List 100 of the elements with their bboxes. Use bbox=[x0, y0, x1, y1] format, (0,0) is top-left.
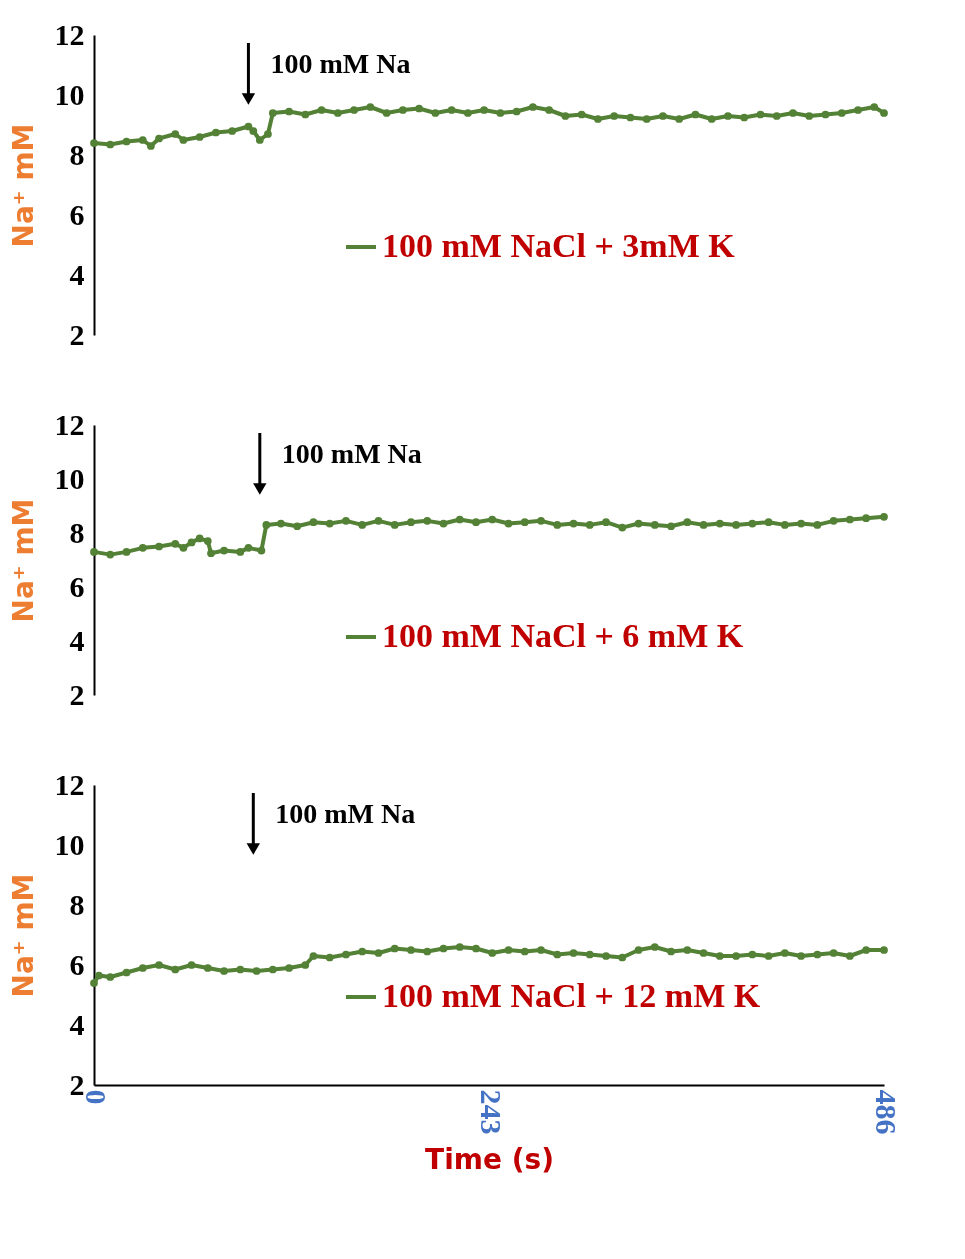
point bbox=[748, 950, 757, 959]
point bbox=[520, 518, 529, 527]
point bbox=[106, 973, 115, 981]
point bbox=[155, 961, 163, 969]
legend-label: 100 mM NaCl + 3mM K bbox=[382, 227, 736, 264]
point bbox=[249, 127, 258, 135]
point bbox=[358, 947, 367, 956]
point bbox=[683, 518, 692, 527]
y-tick-label: 4 bbox=[69, 623, 85, 657]
point bbox=[512, 107, 521, 116]
point bbox=[333, 109, 342, 117]
point bbox=[569, 519, 578, 528]
point bbox=[309, 518, 318, 527]
point bbox=[732, 521, 740, 529]
y-tick-label: 12 bbox=[54, 767, 85, 801]
point bbox=[423, 516, 432, 525]
point bbox=[301, 110, 310, 119]
point bbox=[268, 965, 277, 974]
point bbox=[488, 515, 497, 524]
point bbox=[797, 952, 805, 960]
point bbox=[845, 515, 854, 524]
point bbox=[529, 103, 537, 111]
point bbox=[195, 534, 204, 543]
point bbox=[244, 543, 253, 552]
point bbox=[577, 110, 586, 119]
ref-line-label: 100 mM Na bbox=[270, 48, 411, 79]
point bbox=[106, 140, 115, 149]
point bbox=[90, 979, 98, 987]
point bbox=[667, 522, 675, 531]
y-tick-label: 6 bbox=[69, 947, 85, 981]
point bbox=[675, 115, 684, 123]
legend-label: 100 mM NaCl + 12 mM K bbox=[382, 977, 761, 1014]
point bbox=[212, 128, 220, 137]
point bbox=[837, 109, 846, 117]
point bbox=[195, 133, 204, 141]
point bbox=[650, 943, 659, 951]
point bbox=[207, 549, 215, 558]
point bbox=[325, 519, 334, 528]
point bbox=[780, 521, 789, 529]
point bbox=[431, 109, 440, 117]
point bbox=[398, 106, 407, 114]
x-tick-label: 243 bbox=[474, 1089, 508, 1135]
point bbox=[764, 518, 773, 527]
point bbox=[829, 516, 838, 525]
point bbox=[618, 523, 627, 532]
point bbox=[748, 519, 757, 528]
point bbox=[585, 521, 594, 529]
point bbox=[342, 950, 350, 959]
point bbox=[277, 519, 285, 528]
point bbox=[650, 521, 659, 529]
point bbox=[585, 950, 594, 959]
point bbox=[155, 134, 163, 143]
point bbox=[504, 519, 513, 528]
point bbox=[772, 112, 781, 120]
point bbox=[390, 521, 399, 529]
point bbox=[553, 521, 562, 529]
point bbox=[171, 539, 180, 548]
point bbox=[610, 112, 619, 120]
point bbox=[90, 548, 98, 556]
point bbox=[880, 512, 888, 521]
point bbox=[813, 521, 822, 529]
point bbox=[602, 952, 610, 960]
point bbox=[325, 953, 334, 962]
y-tick-label: 10 bbox=[54, 827, 85, 861]
point bbox=[95, 971, 103, 980]
point bbox=[138, 964, 147, 972]
point bbox=[252, 967, 261, 975]
point bbox=[155, 542, 163, 551]
y-tick-label: 4 bbox=[69, 1007, 85, 1041]
y-tick-label: 6 bbox=[69, 197, 85, 231]
y-tick-label: 8 bbox=[69, 137, 85, 171]
point bbox=[236, 965, 245, 974]
point bbox=[390, 944, 399, 953]
point bbox=[122, 968, 131, 977]
point bbox=[382, 109, 391, 117]
point bbox=[179, 543, 188, 552]
point bbox=[439, 944, 448, 953]
point bbox=[220, 546, 228, 555]
point bbox=[455, 515, 464, 524]
point bbox=[715, 519, 724, 528]
ref-line-label: 100 mM Na bbox=[281, 438, 422, 469]
point bbox=[699, 521, 708, 529]
point bbox=[203, 964, 212, 972]
point bbox=[634, 946, 643, 954]
legend-label: 100 mM NaCl + 6 mM K bbox=[382, 617, 744, 654]
point bbox=[423, 947, 432, 956]
point bbox=[545, 106, 554, 114]
point bbox=[171, 130, 180, 138]
point bbox=[366, 103, 375, 111]
point bbox=[880, 109, 888, 117]
point bbox=[138, 543, 147, 552]
point bbox=[813, 950, 822, 959]
point bbox=[262, 521, 271, 529]
point bbox=[553, 950, 562, 959]
point bbox=[715, 952, 724, 960]
point bbox=[309, 952, 318, 960]
point bbox=[179, 136, 188, 144]
point bbox=[683, 946, 692, 954]
y-tick-label: 10 bbox=[54, 77, 85, 111]
point bbox=[472, 944, 480, 953]
